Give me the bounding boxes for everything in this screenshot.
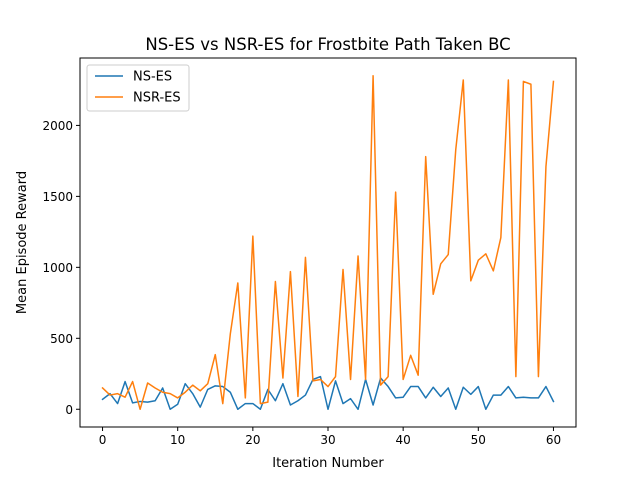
legend-label-ns-es: NS-ES <box>133 70 172 85</box>
series-layer <box>101 74 555 411</box>
y-tick-label: 1500 <box>42 190 73 204</box>
x-tick-label: 50 <box>471 433 486 447</box>
x-axis-label: Iteration Number <box>272 456 384 471</box>
y-tick-label: 1000 <box>42 261 73 275</box>
y-axis-label: Mean Episode Reward <box>15 171 30 314</box>
legend: NS-ES NSR-ES <box>86 64 190 112</box>
x-tick-label: 40 <box>396 433 411 447</box>
y-tick-label: 500 <box>50 332 73 346</box>
x-tick-label: 60 <box>546 433 561 447</box>
series-line-ns-es <box>101 375 555 411</box>
x-tick-label: 30 <box>320 433 335 447</box>
x-tick-label: 0 <box>99 433 107 447</box>
x-tick-label: 10 <box>170 433 185 447</box>
x-tick-label: 20 <box>245 433 260 447</box>
chart-title: NS-ES vs NSR-ES for Frostbite Path Taken… <box>145 35 510 54</box>
y-tick-label: 0 <box>65 403 73 417</box>
series-line-nsr-es <box>101 74 555 411</box>
y-axis: 0 500 1000 1500 2000 <box>42 119 80 417</box>
x-axis: 0 10 20 30 40 50 60 <box>99 427 561 447</box>
legend-label-nsr-es: NSR-ES <box>133 91 181 106</box>
y-tick-label: 2000 <box>42 119 73 133</box>
